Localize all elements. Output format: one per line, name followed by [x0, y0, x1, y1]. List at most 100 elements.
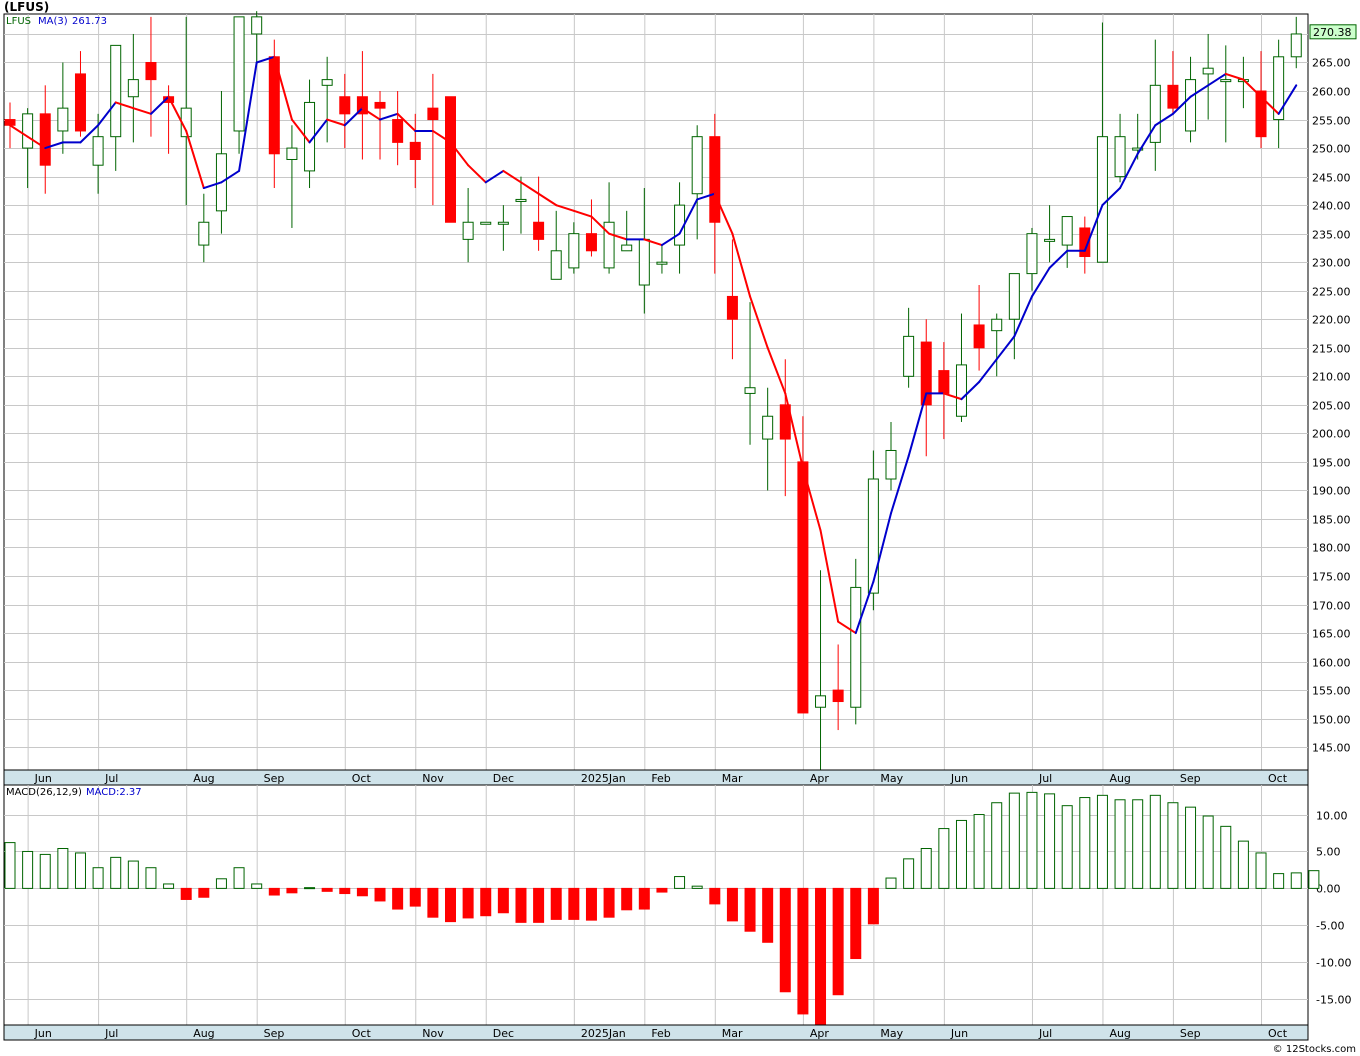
macd-bar	[428, 888, 438, 917]
macd-bar	[1168, 803, 1178, 889]
macd-bar	[1256, 853, 1266, 888]
candle-body	[763, 416, 773, 439]
month-label: Aug	[1109, 772, 1130, 785]
price-y-tick: 195.00	[1312, 457, 1351, 470]
price-y-tick: 260.00	[1312, 86, 1351, 99]
candle-body	[622, 245, 632, 251]
month-label: Jul	[104, 1027, 118, 1040]
macd-bar	[569, 888, 579, 919]
price-y-tick: 215.00	[1312, 343, 1351, 356]
macd-bar	[534, 888, 544, 922]
macd-bar	[410, 888, 420, 906]
macd-bar	[322, 888, 332, 891]
candle-body	[1062, 217, 1072, 246]
month-label: 2025Jan	[581, 772, 626, 785]
macd-bar	[639, 888, 649, 909]
macd-bar	[287, 888, 297, 892]
macd-bar	[446, 888, 456, 921]
macd-plot-area	[4, 785, 1308, 1025]
candle-body	[868, 479, 878, 593]
candle-body	[146, 62, 156, 79]
price-legend-symbol: LFUS	[6, 16, 31, 27]
macd-bar	[146, 868, 156, 889]
candle-body	[551, 251, 561, 280]
macd-bar	[1309, 871, 1319, 889]
macd-bar	[58, 849, 68, 889]
macd-bar	[252, 884, 262, 888]
candle-body	[1009, 274, 1019, 320]
price-y-tick: 190.00	[1312, 485, 1351, 498]
candle-body	[393, 120, 403, 143]
price-y-tick: 155.00	[1312, 685, 1351, 698]
macd-bar	[798, 888, 808, 1014]
candle-body	[1221, 80, 1231, 82]
month-label: Nov	[422, 772, 444, 785]
price-y-tick: 170.00	[1312, 600, 1351, 613]
candle-body	[1168, 85, 1178, 108]
macd-bar	[974, 815, 984, 889]
candle-body	[833, 690, 843, 701]
macd-bar	[1062, 806, 1072, 889]
macd-bar	[1045, 794, 1055, 889]
candle-body	[939, 371, 949, 394]
month-label: Nov	[422, 1027, 444, 1040]
candle	[446, 97, 456, 223]
macd-bar	[1009, 793, 1019, 888]
candle	[481, 222, 491, 224]
candle-body	[1115, 137, 1125, 177]
price-y-tick: 150.00	[1312, 714, 1351, 727]
macd-bar	[763, 888, 773, 942]
macd-bar	[622, 888, 632, 909]
footer-credit: © 12Stocks.com	[1273, 1044, 1356, 1055]
candle-body	[1291, 34, 1301, 57]
candle-body	[75, 74, 85, 131]
price-y-tick: 205.00	[1312, 400, 1351, 413]
candle-body	[974, 325, 984, 348]
candle-body	[710, 137, 720, 223]
macd-bar	[816, 888, 826, 1025]
month-label: Oct	[352, 772, 372, 785]
price-y-tick: 200.00	[1312, 428, 1351, 441]
macd-bar	[128, 861, 138, 888]
month-label: Sep	[264, 1027, 285, 1040]
month-label: Jun	[34, 1027, 52, 1040]
macd-bar	[833, 888, 843, 994]
month-label: Jun	[34, 772, 52, 785]
macd-panel: 10.005.000.00-5.00-10.00-15.00MACD(26,12…	[4, 785, 1351, 1040]
macd-bar	[1097, 795, 1107, 888]
macd-bar	[992, 803, 1002, 889]
price-y-tick: 235.00	[1312, 229, 1351, 242]
candle-body	[904, 336, 914, 376]
month-label: Oct	[352, 1027, 372, 1040]
month-label: Aug	[1109, 1027, 1130, 1040]
price-y-tick: 255.00	[1312, 115, 1351, 128]
macd-bar	[939, 829, 949, 889]
macd-bar	[604, 888, 614, 917]
macd-bar	[727, 888, 737, 920]
candle-body	[1150, 85, 1160, 142]
macd-bar	[40, 854, 50, 888]
candle-body	[692, 137, 702, 194]
macd-bar	[516, 888, 526, 922]
candle-body	[886, 450, 896, 479]
price-y-tick: 175.00	[1312, 571, 1351, 584]
price-panel: 145.00150.00155.00160.00165.00170.00175.…	[4, 11, 1356, 787]
candle-body	[586, 234, 596, 251]
macd-bar	[1115, 800, 1125, 889]
month-label: Jul	[104, 772, 118, 785]
macd-bar	[1291, 873, 1301, 889]
month-label: Oct	[1268, 1027, 1288, 1040]
macd-legend-label: MACD(26,12,9)	[6, 787, 82, 798]
macd-bar	[745, 888, 755, 931]
candle-body	[428, 108, 438, 119]
price-y-tick: 225.00	[1312, 286, 1351, 299]
month-label: Mar	[722, 1027, 743, 1040]
macd-bar	[956, 820, 966, 888]
candle-body	[1203, 68, 1213, 74]
price-legend-ma-value: 261.73	[72, 16, 107, 27]
month-label: Feb	[651, 772, 670, 785]
month-label: Sep	[1180, 772, 1201, 785]
candle-body	[463, 222, 473, 239]
candle-body	[1186, 80, 1196, 131]
macd-bar	[1238, 841, 1248, 888]
